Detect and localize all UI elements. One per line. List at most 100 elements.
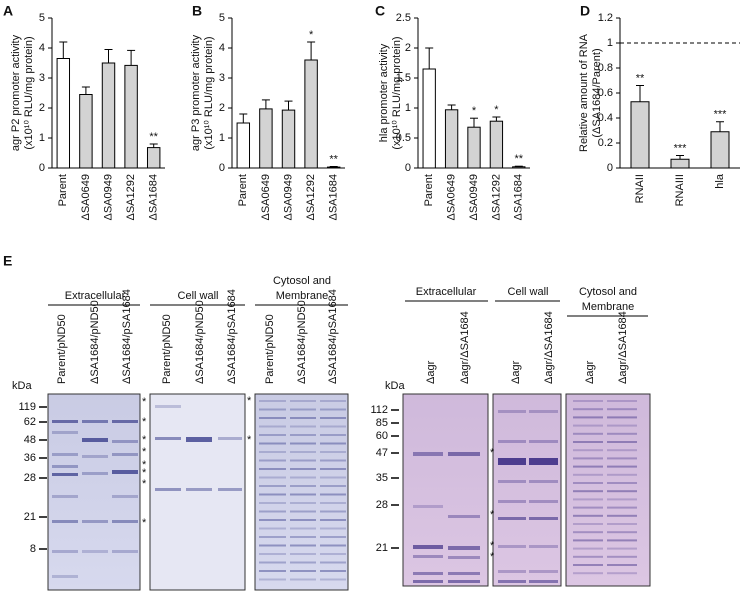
gel-band [573, 531, 603, 534]
marker-label: 21 [24, 511, 36, 523]
gel-band [259, 442, 286, 445]
asterisk: * [247, 395, 252, 407]
gel-band [112, 550, 138, 553]
gel-band [112, 495, 138, 498]
gel-band [573, 555, 603, 558]
x-tick-label: ΔSA0949 [468, 174, 480, 221]
gel-band [82, 420, 108, 423]
x-tick-label: ΔSA1684 [328, 174, 340, 221]
lane-label: Parent/pND50 [264, 314, 276, 384]
y-tick-label: 0.6 [598, 87, 613, 99]
gel-band [607, 564, 637, 566]
gel-band [290, 434, 316, 436]
gel-band [573, 514, 603, 517]
gel-band [259, 570, 286, 572]
gel-band [52, 495, 78, 498]
gel-band [320, 408, 346, 411]
significance: * [494, 104, 499, 116]
gel-band [448, 556, 480, 559]
x-tick-label: ΔSA1684 [148, 174, 160, 221]
y-axis-label: hla promoter activity [378, 43, 390, 142]
gel-band [607, 531, 637, 534]
x-tick-label: ΔSA0649 [260, 174, 272, 221]
gel-band [218, 488, 242, 491]
asterisk: * [490, 509, 495, 521]
significance: * [472, 105, 477, 117]
bar [236, 122, 251, 169]
lane-label: Δagr [425, 360, 437, 384]
y-tick-label: 1 [39, 132, 45, 144]
gel-band [259, 400, 286, 402]
significance: *** [674, 142, 688, 154]
gel-band [290, 553, 316, 555]
gel-band [259, 544, 286, 547]
significance: * [309, 29, 314, 41]
gel-band [607, 555, 637, 558]
gel-band [290, 451, 316, 453]
gel-band [448, 572, 480, 575]
gel-band [186, 437, 212, 442]
gel-band [290, 502, 316, 504]
gel-band [112, 440, 138, 443]
marker-label: 60 [376, 430, 388, 442]
gel-band [498, 440, 526, 443]
gel-band [448, 580, 480, 583]
gel-band [155, 405, 181, 408]
y-axis-label: agr P3 promoter activity [190, 34, 202, 151]
asterisk: * [142, 446, 147, 458]
gel [47, 393, 141, 591]
gel-band [320, 493, 346, 496]
marker-label: 21 [376, 542, 388, 554]
x-tick-label: ΔSA1292 [125, 174, 137, 221]
gel-band [573, 449, 603, 452]
bar [304, 59, 318, 169]
gel-band [529, 410, 558, 413]
gel-band [607, 473, 637, 476]
y-tick-label: 5 [39, 12, 45, 24]
gel-band [259, 451, 286, 453]
x-tick-label: ΔSA0649 [80, 174, 92, 221]
gel-band [259, 561, 286, 564]
gel-band [529, 458, 558, 465]
gel-band [320, 553, 346, 555]
lane-label: ΔSA1684/pSA1684 [121, 289, 133, 384]
gel-band [52, 520, 78, 523]
asterisk: * [142, 517, 147, 529]
gel-band [259, 417, 286, 419]
gel-band [498, 580, 526, 583]
gel-band [413, 505, 443, 508]
marker-label: 28 [24, 472, 36, 484]
gel-band [320, 578, 346, 581]
gel-band [573, 490, 603, 493]
y-axis-label: agr P2 promoter activity [10, 34, 22, 151]
unit-label: kDa [12, 380, 32, 392]
bar [630, 101, 650, 169]
gel-band [82, 520, 108, 523]
bar [79, 94, 93, 169]
gel-band [498, 480, 526, 483]
gel-band [607, 514, 637, 517]
group-label: Cell wall [508, 286, 549, 298]
gel-band [498, 500, 526, 503]
y-axis-label: (ΔSA1684/Parent) [591, 48, 603, 137]
gel-band [52, 465, 78, 468]
gel-band [259, 510, 286, 513]
gel-band [607, 424, 637, 427]
gel-band [320, 468, 346, 470]
y-tick-label: 1 [607, 37, 613, 49]
y-axis-label: (x10¹⁰ RLU/mg protein) [23, 36, 35, 149]
asterisk: * [142, 467, 147, 479]
x-tick-label: ΔSA1292 [490, 174, 502, 221]
x-tick-label: ΔSA0649 [446, 174, 458, 221]
gel-band [320, 510, 346, 513]
gel-band [320, 476, 346, 479]
gel-band [290, 561, 316, 564]
y-axis-label: Relative amount of RNA [578, 33, 590, 152]
gel-band [607, 416, 637, 419]
gel-band [259, 408, 286, 411]
marker-label: 85 [376, 417, 388, 429]
gel-band [320, 527, 346, 530]
asterisk: * [490, 447, 495, 459]
gel-band [259, 502, 286, 504]
